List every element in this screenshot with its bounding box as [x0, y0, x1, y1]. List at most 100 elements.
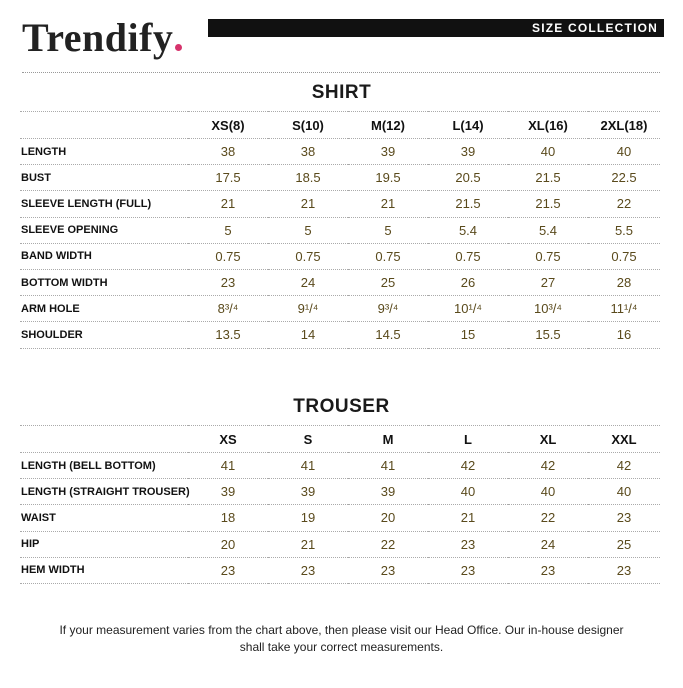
measurement-label: HEM WIDTH	[20, 557, 188, 584]
table-row: SLEEVE LENGTH (FULL) 21 21 21 21.5 21.5 22	[20, 190, 660, 218]
measurement-value: 0.75	[268, 243, 348, 270]
measurement-value: 11¹/⁴	[588, 295, 660, 323]
measurement-value: 5	[268, 217, 348, 244]
measurement-value: 42	[508, 452, 588, 480]
measurement-value: 20	[188, 531, 268, 558]
table-row: BAND WIDTH 0.75 0.75 0.75 0.75 0.75 0.75	[20, 243, 660, 270]
trouser-size-header: L	[428, 425, 508, 453]
shirt-section-title: SHIRT	[311, 82, 372, 103]
measurement-value: 23	[428, 557, 508, 584]
table-row: HEM WIDTH 23 23 23 23 23 23	[20, 557, 660, 584]
measurement-value: 23	[588, 557, 660, 584]
measurement-value: 18.5	[268, 164, 348, 192]
measurement-value: 14	[268, 321, 348, 349]
measurement-value: 28	[588, 269, 660, 297]
measurement-value: 21	[268, 531, 348, 558]
table-row: ARM HOLE 8³/⁴ 9¹/⁴ 9³/⁴ 10¹/⁴ 10³/⁴ 11¹/⁴	[20, 295, 660, 323]
measurement-value: 16	[588, 321, 660, 349]
table-row: SLEEVE OPENING 5 5 5 5.4 5.4 5.5	[20, 217, 660, 244]
measurement-value: 23	[588, 504, 660, 532]
trouser-size-header: M	[348, 425, 428, 453]
footer-note: If your measurement varies from the char…	[20, 622, 663, 656]
table-row: BOTTOM WIDTH 23 24 25 26 27 28	[20, 269, 660, 297]
measurement-value: 15	[428, 321, 508, 349]
table-row: LENGTH (STRAIGHT TROUSER) 39 39 39 40 40 40	[20, 478, 660, 506]
table-row: BUST 17.5 18.5 19.5 20.5 21.5 22.5	[20, 164, 660, 192]
measurement-value: 22	[588, 190, 660, 218]
trouser-size-header: XXL	[588, 425, 660, 453]
measurement-value: 19.5	[348, 164, 428, 192]
measurement-value: 39	[188, 478, 268, 506]
measurement-label: SLEEVE LENGTH (FULL)	[20, 190, 188, 218]
measurement-value: 24	[508, 531, 588, 558]
measurement-value: 42	[588, 452, 660, 480]
measurement-value: 41	[188, 452, 268, 480]
measurement-value: 21	[268, 190, 348, 218]
measurement-value: 17.5	[188, 164, 268, 192]
measurement-value: 21	[428, 504, 508, 532]
trouser-size-table: XS S M L XL XXL LENGTH (BELL BOTTOM) 41 41 41 42 42…	[20, 425, 660, 584]
trouser-size-header: XS	[188, 425, 268, 453]
measurement-value: 26	[428, 269, 508, 297]
measurement-value: 14.5	[348, 321, 428, 349]
measurement-value: 42	[428, 452, 508, 480]
shirt-size-table: XS(8) S(10) M(12) L(14) XL(16) 2XL(18) LENGTH 3…	[20, 111, 660, 349]
shirt-size-header: M(12)	[348, 111, 428, 139]
measurement-label: SLEEVE OPENING	[20, 217, 188, 244]
measurement-value: 23	[268, 557, 348, 584]
measurement-label: HIP	[20, 531, 188, 558]
footer-line-1: If your measurement varies from the char…	[59, 623, 624, 637]
measurement-value: 0.75	[508, 243, 588, 270]
measurement-value: 20	[348, 504, 428, 532]
measurement-value: 10³/⁴	[508, 295, 588, 323]
brand-logo: Trendify	[22, 14, 183, 62]
size-collection-banner: SIZE COLLECTION	[208, 19, 664, 37]
measurement-value: 40	[508, 478, 588, 506]
measurement-value: 40	[588, 138, 660, 166]
table-row: LENGTH 38 38 39 39 40 40	[20, 138, 660, 166]
measurement-value: 39	[428, 138, 508, 166]
measurement-value: 40	[428, 478, 508, 506]
trouser-header-corner	[20, 425, 188, 453]
measurement-value: 39	[348, 478, 428, 506]
measurement-value: 39	[268, 478, 348, 506]
measurement-value: 0.75	[588, 243, 660, 270]
measurement-label: BAND WIDTH	[20, 243, 188, 270]
measurement-value: 0.75	[188, 243, 268, 270]
measurement-value: 21	[188, 190, 268, 218]
brand-name: Trendify	[22, 15, 174, 60]
measurement-value: 5.4	[428, 217, 508, 244]
measurement-value: 27	[508, 269, 588, 297]
measurement-value: 19	[268, 504, 348, 532]
measurement-value: 40	[508, 138, 588, 166]
measurement-label: BUST	[20, 164, 188, 192]
table-row: SHOULDER 13.5 14 14.5 15 15.5 16	[20, 321, 660, 349]
measurement-value: 15.5	[508, 321, 588, 349]
shirt-header-corner	[20, 111, 188, 139]
measurement-label: BOTTOM WIDTH	[20, 269, 188, 297]
shirt-size-header: L(14)	[428, 111, 508, 139]
table-row: HIP 20 21 22 23 24 25	[20, 531, 660, 558]
measurement-value: 5	[188, 217, 268, 244]
brand-dot	[175, 44, 183, 51]
measurement-label: LENGTH	[20, 138, 188, 166]
measurement-value: 23	[188, 269, 268, 297]
measurement-value: 21.5	[508, 190, 588, 218]
measurement-value: 22	[508, 504, 588, 532]
trouser-size-header: XL	[508, 425, 588, 453]
shirt-size-header: XL(16)	[508, 111, 588, 139]
table-row: LENGTH (BELL BOTTOM) 41 41 41 42 42 42	[20, 452, 660, 480]
footer-line-2: shall take your correct measurements.	[239, 640, 444, 654]
measurement-value: 25	[348, 269, 428, 297]
measurement-value: 24	[268, 269, 348, 297]
measurement-value: 41	[268, 452, 348, 480]
measurement-value: 13.5	[188, 321, 268, 349]
measurement-value: 5.4	[508, 217, 588, 244]
measurement-value: 9³/⁴	[348, 295, 428, 323]
measurement-value: 0.75	[428, 243, 508, 270]
measurement-value: 10¹/⁴	[428, 295, 508, 323]
measurement-value: 22.5	[588, 164, 660, 192]
shirt-size-header: S(10)	[268, 111, 348, 139]
shirt-size-header: 2XL(18)	[588, 111, 660, 139]
measurement-value: 23	[508, 557, 588, 584]
